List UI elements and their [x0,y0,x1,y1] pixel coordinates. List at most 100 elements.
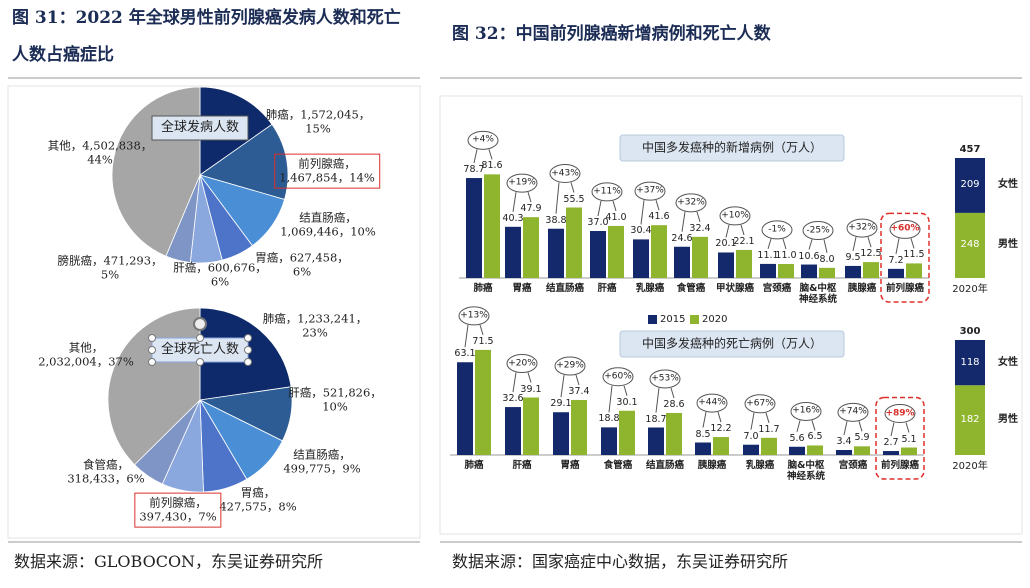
change-bubble [744,394,776,414]
panel [439,95,1023,535]
x-tick-label: 宫颈癌 [762,283,792,294]
value-label: 39.1 [520,383,542,395]
change-arrow [655,387,660,413]
bar [819,267,835,278]
change-arrow [560,374,565,398]
category: 肺癌 [265,107,289,122]
pie-label: 膀胱癌，471,293， 5% [57,254,162,283]
value-label: 5.9 [854,432,870,444]
change-label: +89% [885,407,915,418]
separator: ， [330,462,343,476]
bar [692,236,708,278]
value-label: 18.7 [645,413,667,425]
change-bubble [790,401,822,421]
segment-name: 男性 [998,413,1018,425]
legend-swatch [690,315,699,324]
separator: ， [151,253,163,268]
separator: ， [117,457,130,472]
selection-handle [148,334,156,342]
change-bubble [591,182,623,202]
value-label: 318,433 [67,472,115,486]
separator: ， [255,260,267,275]
pie-label: 前列腺癌， 1,467,854，14% [274,153,380,189]
change-label: +60% [604,371,632,382]
panel [7,85,421,539]
change-arrow [597,200,602,217]
separator: ， [91,340,104,355]
change-arrow [852,237,857,252]
x-tick-label: 胰腺癌 [697,460,727,471]
value-label: 6.5 [807,431,823,443]
value-label: 18.8 [598,413,620,425]
x-tick-label: 甲状腺癌 [715,283,754,294]
value-label: 30.1 [616,396,638,408]
bar [736,249,752,278]
change-bubble [458,306,490,326]
bar [601,427,617,455]
change-arrow [823,239,828,253]
change-label: +10% [721,210,749,221]
segment-name: 男性 [998,239,1018,251]
change-arrow [750,412,755,430]
change-arrow [655,200,660,211]
category: 肝癌 [288,385,312,400]
value-label: 28.6 [663,399,685,411]
legend-swatch [648,315,657,324]
change-label: +67% [746,398,774,409]
x-tick-label: 结直肠癌 [545,283,584,294]
bar [571,400,587,455]
change-arrow [895,238,900,254]
change-label: +32% [848,222,876,233]
segment-label: 209 [960,179,980,191]
value-label: 22.1 [733,235,755,247]
change-bubble [837,402,869,422]
change-label: +74% [839,406,867,417]
bar [505,407,521,455]
bar [523,397,539,455]
bar [553,412,569,455]
bar [760,263,776,278]
value-label: 20.1 [715,238,737,250]
value-label: 11.1 [757,249,779,261]
chart-title-box [619,330,845,358]
change-bubble [846,218,878,238]
separator: ， [370,385,382,400]
value-label: 499,775 [283,462,331,476]
stacked-bar [955,212,985,278]
change-label: -25% [806,224,830,235]
change-arrow [570,182,575,193]
category: 膀胱癌 [57,253,92,268]
bar [548,228,564,278]
category: 结直肠癌 [293,447,340,462]
pie-label: 胃癌，627,458， 6% [255,251,349,280]
value-label: 32.6 [502,393,524,405]
x-tick-label: 脑&中枢神经系统 [786,460,825,482]
pie-label: 其他， 2,032,004，37% [38,341,134,370]
bar [906,263,922,278]
change-label: +16% [792,405,820,416]
change-arrow [555,182,560,214]
bar [718,252,734,278]
change-label: +37% [636,185,664,196]
value-label: 78.7 [463,164,485,176]
segment-label: 118 [960,356,980,368]
selection-handle [244,346,252,354]
bar [863,262,879,278]
pie-label: 结直肠癌， 499,775，9% [283,448,360,477]
value-label: 32.4 [689,222,711,234]
bar [505,226,521,278]
value-label: 81.6 [481,160,503,172]
percent-label: 7% [198,510,217,524]
change-arrow [527,192,532,203]
change-arrow [702,411,707,428]
bar [619,410,635,455]
pie-label: 肺癌，1,233,241， 23% [263,312,368,341]
segment-name: 女性 [998,179,1018,191]
change-arrow [479,324,484,336]
separator: ， [70,138,83,153]
x-tick-label: 肺癌 [464,460,484,471]
separator: ， [338,225,351,239]
selection-handle [196,358,204,366]
percent-label: 6% [126,472,145,486]
